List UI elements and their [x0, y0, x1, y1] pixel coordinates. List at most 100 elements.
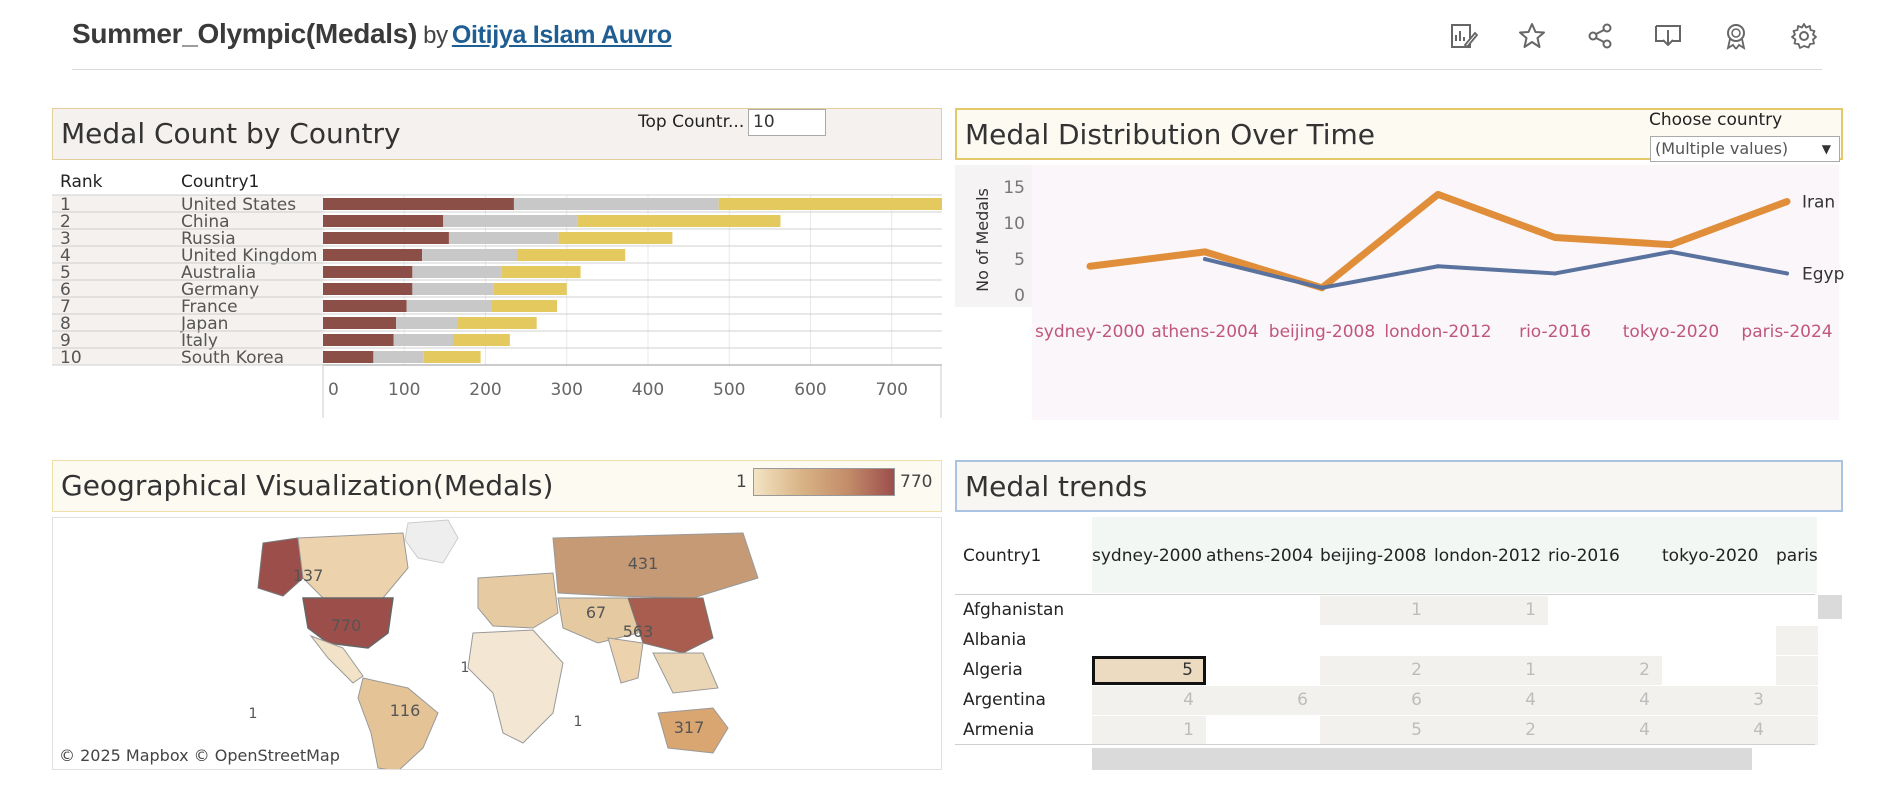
- bar-segment[interactable]: [422, 249, 518, 261]
- x-tick-label: 600: [794, 380, 826, 400]
- table-cell[interactable]: 4: [1434, 686, 1548, 715]
- series-label-iran: Iran: [1802, 193, 1835, 213]
- legend-max: 770: [900, 472, 933, 492]
- bar-segment[interactable]: [558, 232, 673, 244]
- horizontal-scrollbar[interactable]: [1092, 748, 1752, 770]
- bar-segment[interactable]: [501, 266, 581, 278]
- table-cell[interactable]: 2: [1434, 716, 1548, 745]
- bar-segment[interactable]: [406, 300, 492, 312]
- table-cell[interactable]: 1: [1320, 596, 1434, 625]
- y-tick-label: 0: [1014, 286, 1025, 306]
- bar-segment[interactable]: [518, 249, 626, 261]
- table-cell[interactable]: 3: [1662, 686, 1776, 715]
- map-shapes: [257, 519, 759, 769]
- map-label-small-3: 1: [249, 706, 258, 722]
- bar-segment[interactable]: [423, 351, 481, 363]
- bar-segment[interactable]: [577, 215, 781, 227]
- bar-segment[interactable]: [323, 249, 423, 261]
- table-cell[interactable]: 2: [1320, 656, 1434, 685]
- table-column-header[interactable]: tokyo-2020: [1662, 546, 1759, 566]
- table-cell[interactable]: 4: [1548, 716, 1662, 745]
- gear-icon[interactable]: [1786, 18, 1822, 54]
- table-cell[interactable]: 1: [1434, 656, 1548, 685]
- y-tick-label: 10: [1003, 214, 1025, 234]
- series-point-egypt[interactable]: [1436, 264, 1440, 269]
- bar-segment[interactable]: [492, 300, 557, 312]
- map-label-china: 563: [623, 622, 654, 641]
- table-row-label: Algeria: [963, 660, 1023, 680]
- map-label-usa: 770: [331, 616, 362, 635]
- table-column-header[interactable]: london-2012: [1434, 546, 1542, 566]
- x-tick-label: athens-2004: [1151, 322, 1258, 342]
- table-cell[interactable]: 4: [1092, 686, 1206, 715]
- bar-segment[interactable]: [323, 266, 413, 278]
- table-column-header[interactable]: sydney-2000: [1092, 546, 1203, 566]
- bar-segment[interactable]: [323, 283, 413, 295]
- share-icon[interactable]: [1582, 18, 1618, 54]
- bar-segment[interactable]: [323, 215, 444, 227]
- table-cell[interactable]: 5: [1320, 716, 1434, 745]
- bar-segment[interactable]: [412, 266, 502, 278]
- bar-segment[interactable]: [393, 334, 453, 346]
- top-countries-input[interactable]: 10: [748, 109, 826, 136]
- series-point-egypt[interactable]: [1785, 271, 1789, 276]
- table-cell[interactable]: [1776, 656, 1818, 685]
- bar-segment[interactable]: [396, 317, 458, 329]
- table-column-header[interactable]: athens-2004: [1206, 546, 1314, 566]
- bar-segment[interactable]: [323, 300, 407, 312]
- star-icon[interactable]: [1514, 18, 1550, 54]
- series-point-iran[interactable]: [1435, 191, 1441, 198]
- vertical-scrollbar[interactable]: [1818, 595, 1842, 619]
- table-cell[interactable]: [1776, 686, 1818, 715]
- legend-min: 1: [736, 472, 747, 492]
- table-cell[interactable]: [1776, 626, 1818, 655]
- bar-segment[interactable]: [412, 283, 494, 295]
- series-point-iran[interactable]: [1552, 234, 1558, 241]
- series-point-iran[interactable]: [1087, 263, 1093, 270]
- bar-segment[interactable]: [443, 215, 578, 227]
- series-point-egypt[interactable]: [1669, 249, 1673, 254]
- series-label-egypt: Egypt: [1802, 264, 1845, 284]
- bar-segment[interactable]: [718, 198, 942, 210]
- series-point-egypt[interactable]: [1553, 271, 1557, 276]
- table-cell[interactable]: 5: [1092, 656, 1206, 685]
- bar-segment[interactable]: [493, 283, 567, 295]
- table-cell[interactable]: 4: [1662, 716, 1776, 745]
- bar-segment[interactable]: [448, 232, 559, 244]
- table-cell[interactable]: 1: [1092, 716, 1206, 745]
- top-countries-label: Top Countr...: [638, 112, 745, 132]
- series-point-iran[interactable]: [1668, 241, 1674, 248]
- bar-segment[interactable]: [323, 351, 374, 363]
- table-cell[interactable]: 2: [1548, 656, 1662, 685]
- table-cell[interactable]: 4: [1548, 686, 1662, 715]
- table-row-header: Country1: [963, 546, 1042, 566]
- edit-icon[interactable]: [1446, 18, 1482, 54]
- table-cell[interactable]: [1776, 716, 1818, 745]
- bar-segment[interactable]: [323, 334, 394, 346]
- bar-segment[interactable]: [373, 351, 424, 363]
- series-point-egypt[interactable]: [1203, 257, 1207, 262]
- badge-icon[interactable]: [1718, 18, 1754, 54]
- table-cell[interactable]: 6: [1320, 686, 1434, 715]
- y-axis-label: No of Medals: [973, 188, 992, 292]
- table-cell[interactable]: 1: [1434, 596, 1548, 625]
- table-column-header[interactable]: beijing-2008: [1320, 546, 1427, 566]
- world-map[interactable]: 137 770 431 67 563 116 317 1 1 1 © 2025 …: [52, 517, 942, 770]
- table-cell[interactable]: 6: [1206, 686, 1320, 715]
- series-point-iran[interactable]: [1784, 198, 1790, 205]
- series-point-egypt[interactable]: [1320, 285, 1324, 290]
- bar-segment[interactable]: [323, 198, 514, 210]
- author-link[interactable]: Oitijya Islam Auvro: [451, 21, 672, 49]
- y-tick-label: 15: [1003, 178, 1025, 198]
- bar-segment[interactable]: [323, 317, 397, 329]
- choose-country-select[interactable]: (Multiple values) ▼: [1650, 136, 1840, 162]
- download-icon[interactable]: [1650, 18, 1686, 54]
- series-line-egypt[interactable]: [1203, 249, 1789, 290]
- table-column-header[interactable]: paris: [1776, 546, 1818, 566]
- bar-segment[interactable]: [453, 334, 510, 346]
- table-column-header[interactable]: rio-2016: [1548, 546, 1620, 566]
- bar-segment[interactable]: [457, 317, 537, 329]
- bar-segment[interactable]: [323, 232, 449, 244]
- series-point-iran[interactable]: [1202, 248, 1208, 255]
- bar-segment[interactable]: [513, 198, 719, 210]
